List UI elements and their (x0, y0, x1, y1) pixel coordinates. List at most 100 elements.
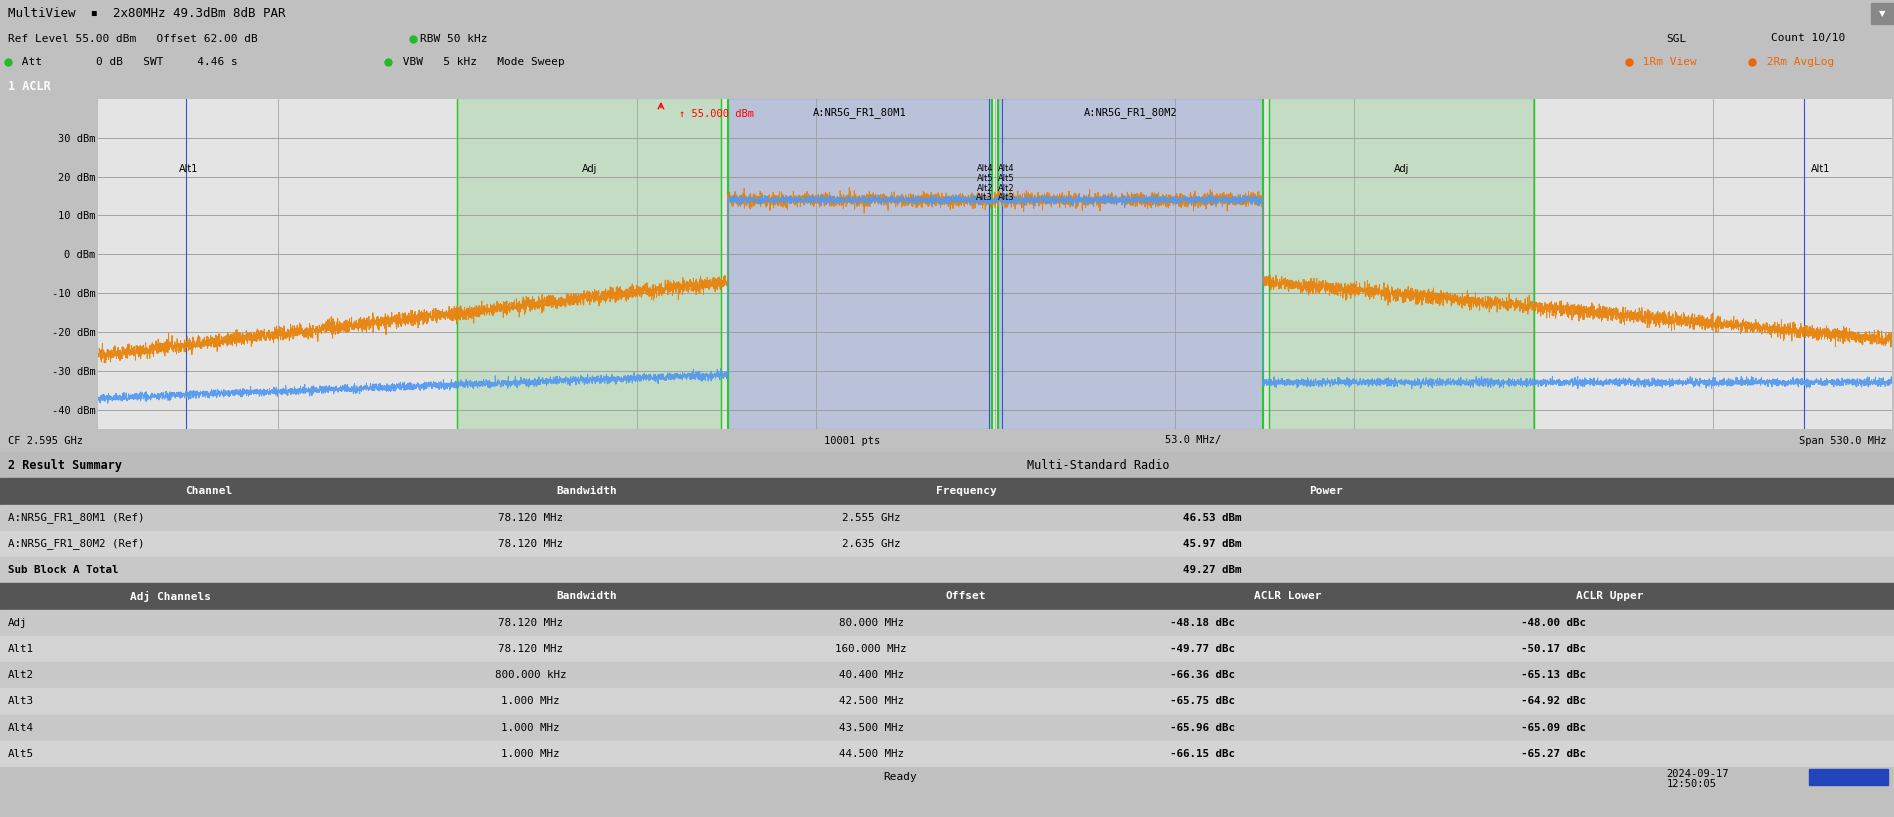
Text: 2024-09-17: 2024-09-17 (1667, 769, 1729, 779)
Text: Alt3: Alt3 (998, 194, 1015, 203)
Text: 40.400 MHz: 40.400 MHz (839, 670, 903, 680)
Text: A:NR5G_FR1_80M1: A:NR5G_FR1_80M1 (813, 107, 907, 118)
Text: Count 10/10: Count 10/10 (1771, 33, 1845, 43)
Bar (0, 531, 1894, 557)
Text: 78.120 MHz: 78.120 MHz (498, 644, 563, 654)
Text: 43.500 MHz: 43.500 MHz (839, 722, 903, 733)
Text: 2 Result Summary: 2 Result Summary (8, 458, 121, 471)
Text: -65.09 dBc: -65.09 dBc (1521, 722, 1585, 733)
Bar (0, 636, 1894, 662)
Text: 1 ACLR: 1 ACLR (8, 79, 51, 92)
Text: Alt5: Alt5 (8, 749, 34, 759)
Text: 78.120 MHz: 78.120 MHz (498, 539, 563, 549)
Text: A:NR5G_FR1_80M2 (Ref): A:NR5G_FR1_80M2 (Ref) (8, 538, 144, 549)
Text: Alt2: Alt2 (977, 184, 992, 193)
Text: -48.00 dBc: -48.00 dBc (1521, 618, 1585, 627)
Text: Adj Channels: Adj Channels (131, 591, 210, 602)
Text: ↑ 55.000 dBm: ↑ 55.000 dBm (678, 109, 754, 118)
Text: Span 530.0 MHz: Span 530.0 MHz (1799, 435, 1886, 445)
Text: -48.18 dBc: -48.18 dBc (1170, 618, 1235, 627)
Bar (1871, 2, 1894, 25)
Text: A:NR5G_FR1_80M1 (Ref): A:NR5G_FR1_80M1 (Ref) (8, 512, 144, 523)
Text: 10001 pts: 10001 pts (824, 435, 881, 445)
Text: 800.000 kHz: 800.000 kHz (494, 670, 566, 680)
Text: Alt4: Alt4 (8, 722, 34, 733)
Text: Adj: Adj (581, 164, 597, 174)
Bar (0, 609, 1894, 636)
Text: Alt1: Alt1 (1811, 164, 1830, 174)
Bar (0, 478, 1894, 505)
Text: -65.96 dBc: -65.96 dBc (1170, 722, 1235, 733)
Text: 78.120 MHz: 78.120 MHz (498, 618, 563, 627)
Text: 1Rm View: 1Rm View (1636, 56, 1710, 66)
Text: 2.555 GHz: 2.555 GHz (843, 512, 900, 523)
Text: 2Rm AvgLog: 2Rm AvgLog (1760, 56, 1833, 66)
Bar (0, 505, 1894, 531)
Text: Alt3: Alt3 (975, 194, 992, 203)
Text: VBW   5 kHz   Mode Sweep: VBW 5 kHz Mode Sweep (396, 56, 564, 66)
Text: 53.0 MHz/: 53.0 MHz/ (1165, 435, 1222, 445)
Text: MultiView  ▪  2x80MHz 49.3dBm 8dB PAR: MultiView ▪ 2x80MHz 49.3dBm 8dB PAR (8, 7, 286, 20)
Text: 44.500 MHz: 44.500 MHz (839, 749, 903, 759)
Text: 45.97 dBm: 45.97 dBm (1184, 539, 1241, 549)
Text: 80.000 MHz: 80.000 MHz (839, 618, 903, 627)
Text: Alt2: Alt2 (998, 184, 1013, 193)
Text: -65.75 dBc: -65.75 dBc (1170, 696, 1235, 707)
Text: 78.120 MHz: 78.120 MHz (498, 512, 563, 523)
Text: Channel: Channel (186, 486, 231, 497)
Text: Frequency: Frequency (936, 486, 996, 497)
Text: Alt3: Alt3 (8, 696, 34, 707)
Text: CF 2.595 GHz: CF 2.595 GHz (8, 435, 83, 445)
Text: ACLR Upper: ACLR Upper (1576, 592, 1644, 601)
Text: 2.635 GHz: 2.635 GHz (843, 539, 900, 549)
Text: 46.53 dBm: 46.53 dBm (1184, 512, 1241, 523)
Text: 1.000 MHz: 1.000 MHz (502, 722, 559, 733)
Text: ▼: ▼ (1879, 9, 1886, 18)
Text: 1.000 MHz: 1.000 MHz (502, 749, 559, 759)
Bar (998, 99, 1263, 429)
Text: Alt1: Alt1 (8, 644, 34, 654)
Text: Alt2: Alt2 (8, 670, 34, 680)
Text: 12:50:05: 12:50:05 (1667, 779, 1716, 789)
Text: Adj: Adj (8, 618, 27, 627)
Text: Offset: Offset (945, 592, 987, 601)
Bar (0, 741, 1894, 767)
Text: 42.500 MHz: 42.500 MHz (839, 696, 903, 707)
Text: -66.15 dBc: -66.15 dBc (1170, 749, 1235, 759)
Text: ACLR Lower: ACLR Lower (1254, 592, 1322, 601)
Text: Alt4: Alt4 (977, 164, 992, 173)
Bar (0, 557, 1894, 583)
Text: 49.27 dBm: 49.27 dBm (1184, 565, 1241, 575)
Text: -65.27 dBc: -65.27 dBc (1521, 749, 1585, 759)
Text: 1.000 MHz: 1.000 MHz (502, 696, 559, 707)
Text: -66.36 dBc: -66.36 dBc (1170, 670, 1235, 680)
Text: Ref Level 55.00 dBm   Offset 62.00 dB: Ref Level 55.00 dBm Offset 62.00 dB (8, 33, 263, 43)
Text: SGL: SGL (1667, 33, 1688, 43)
Text: -65.13 dBc: -65.13 dBc (1521, 670, 1585, 680)
Text: Alt4: Alt4 (998, 164, 1013, 173)
Text: Sub Block A Total: Sub Block A Total (8, 565, 117, 575)
Bar (0, 688, 1894, 715)
Bar (0, 715, 1894, 741)
Text: RBW 50 kHz: RBW 50 kHz (420, 33, 489, 43)
Text: Att        0 dB   SWT     4.46 s: Att 0 dB SWT 4.46 s (15, 56, 244, 66)
Text: -64.92 dBc: -64.92 dBc (1521, 696, 1585, 707)
Bar (727, 99, 992, 429)
Bar (456, 99, 722, 429)
Text: 160.000 MHz: 160.000 MHz (835, 644, 907, 654)
Bar (1809, 769, 1888, 785)
Text: Multi-Standard Radio: Multi-Standard Radio (1027, 458, 1170, 471)
Text: -50.17 dBc: -50.17 dBc (1521, 644, 1585, 654)
Text: Adj: Adj (1394, 164, 1409, 174)
Text: Ready: Ready (883, 772, 917, 782)
Text: A:NR5G_FR1_80M2: A:NR5G_FR1_80M2 (1083, 107, 1178, 118)
Bar (1269, 99, 1534, 429)
Text: Alt5: Alt5 (977, 174, 992, 183)
Bar (0, 452, 1894, 478)
Text: Alt5: Alt5 (998, 174, 1013, 183)
Text: Bandwidth: Bandwidth (557, 592, 617, 601)
Bar (0, 583, 1894, 609)
Text: Alt1: Alt1 (178, 164, 197, 174)
Text: Bandwidth: Bandwidth (557, 486, 617, 497)
Bar (0, 662, 1894, 688)
